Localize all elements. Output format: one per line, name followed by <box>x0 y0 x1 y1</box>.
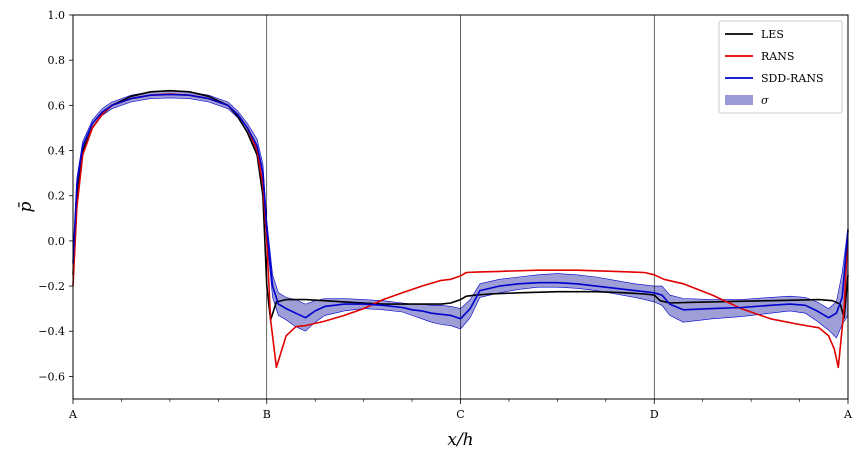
section-divider-layer <box>266 15 655 399</box>
legend-label-les: LES <box>761 28 784 41</box>
y-tick-label: 0.6 <box>48 99 66 112</box>
x-tick-label: A <box>68 408 78 421</box>
legend-label-sigma: σ <box>761 94 769 107</box>
legend-label-rans: RANS <box>761 50 794 63</box>
series-line-les <box>72 89 849 321</box>
series-line-sdd-rans <box>72 93 849 320</box>
y-tick-label: 0.2 <box>48 190 66 203</box>
y-tick-label: 0.8 <box>48 54 66 67</box>
y-tick-label: −0.2 <box>38 280 65 293</box>
y-tick-label: 0.0 <box>48 235 66 248</box>
legend-swatch-sigma <box>725 95 753 105</box>
y-tick-label: −0.6 <box>38 370 65 383</box>
x-axis-label: x/h <box>447 430 473 450</box>
x-tick-label: D <box>650 408 659 421</box>
series-layer <box>72 89 849 369</box>
legend-box <box>718 20 843 114</box>
y-axis-ticks: −0.6 −0.4 −0.2 0.0 0.2 0.4 0.6 0.8 1.0 <box>38 9 73 383</box>
x-tick-label: A <box>843 408 853 421</box>
legend-label-sdd-rans: SDD-RANS <box>761 72 823 85</box>
y-tick-label: −0.4 <box>38 325 65 338</box>
y-tick-label: 1.0 <box>48 9 66 22</box>
y-axis-label: p̄ <box>16 201 36 212</box>
x-tick-label: C <box>456 408 464 421</box>
legend: LES RANS SDD-RANS σ <box>718 20 843 114</box>
x-tick-label: B <box>263 408 271 421</box>
y-tick-label: 0.4 <box>48 145 66 158</box>
